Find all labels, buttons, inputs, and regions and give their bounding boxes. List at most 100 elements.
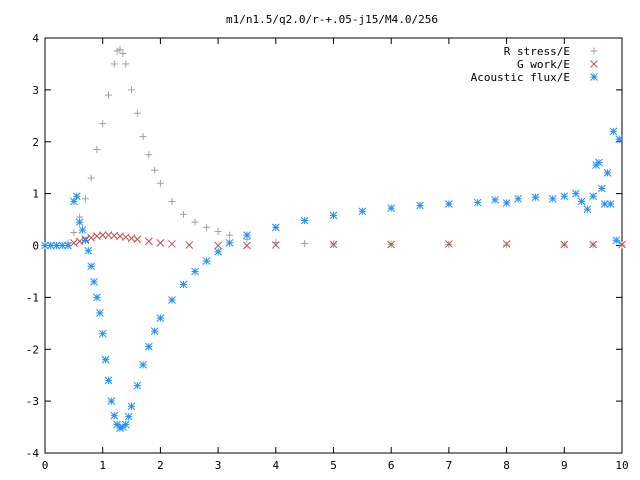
point-2-3 (58, 241, 67, 250)
legend-label-2: Acoustic flux/E (471, 71, 570, 84)
point-1-22 (502, 240, 511, 248)
series-1 (69, 231, 626, 250)
point-0-20 (156, 179, 164, 187)
point-2-59 (600, 200, 609, 208)
point-0-9 (104, 91, 112, 99)
point-2-63 (612, 236, 621, 245)
point-2-27 (139, 360, 147, 369)
point-2-55 (589, 192, 598, 201)
point-2-54 (583, 205, 592, 214)
point-2-10 (84, 246, 93, 255)
point-1-24 (589, 240, 598, 249)
y-tick-label: -4 (26, 447, 40, 460)
point-2-17 (104, 376, 113, 385)
y-tick-label: 4 (32, 32, 39, 45)
point-2-64 (615, 135, 623, 144)
legend-label-0: R stress/E (504, 45, 570, 58)
point-0-7 (93, 146, 101, 154)
x-tick-label: 5 (330, 459, 337, 472)
point-2-40 (329, 211, 338, 220)
point-1-23 (560, 240, 569, 249)
point-2-49 (531, 193, 540, 202)
point-0-23 (191, 218, 199, 226)
point-2-1 (46, 241, 55, 250)
point-2-52 (571, 189, 580, 198)
point-2-39 (300, 216, 309, 225)
point-0-5 (81, 195, 89, 203)
point-0-33 (503, 241, 511, 249)
x-tick-6: 6 (388, 38, 395, 472)
y-tick-label: -1 (26, 291, 39, 304)
point-0-8 (99, 120, 107, 128)
series-layer (41, 45, 626, 432)
point-2-37 (243, 231, 251, 239)
point-1-20 (387, 240, 396, 249)
x-tick-label: 8 (503, 459, 510, 472)
point-2-48 (514, 194, 522, 203)
point-2-15 (98, 329, 107, 338)
point-2-26 (133, 381, 142, 390)
point-0-16 (133, 109, 141, 117)
legend-marker-1 (590, 60, 598, 68)
point-2-7 (75, 218, 84, 227)
point-2-14 (95, 309, 104, 317)
point-0-14 (122, 60, 130, 68)
point-0-15 (128, 86, 136, 94)
point-1-18 (271, 241, 280, 249)
point-1-5 (98, 231, 107, 239)
y-tick-5: 1 (32, 188, 622, 201)
point-1-19 (329, 240, 338, 249)
y-tick-1: -3 (26, 395, 622, 408)
point-2-44 (445, 200, 453, 208)
point-0-18 (145, 151, 153, 159)
point-2-50 (548, 194, 557, 203)
point-1-15 (185, 241, 194, 249)
legend-marker-0 (590, 47, 598, 55)
point-0-6 (87, 174, 95, 182)
x-tick-label: 2 (157, 459, 164, 472)
x-tick-label: 7 (446, 459, 453, 472)
point-2-41 (358, 207, 367, 216)
x-tick-2: 2 (157, 38, 164, 472)
x-tick-5: 5 (330, 38, 337, 472)
legend-label-1: G work/E (517, 58, 570, 71)
point-0-29 (301, 239, 309, 247)
legend-marker-2 (590, 73, 598, 81)
point-2-53 (577, 197, 586, 206)
x-tick-0: 0 (42, 38, 48, 472)
point-2-45 (473, 198, 482, 207)
y-tick-0: -4 (26, 447, 622, 460)
y-tick-3: -1 (26, 291, 622, 304)
point-2-43 (416, 201, 424, 210)
y-tick-label: -2 (26, 343, 39, 356)
point-2-12 (90, 277, 98, 286)
point-2-58 (597, 184, 606, 193)
point-2-9 (81, 236, 90, 245)
point-2-46 (491, 195, 499, 204)
point-0-3 (70, 229, 78, 237)
point-2-51 (560, 192, 569, 201)
y-tick-label: 0 (32, 240, 39, 253)
point-1-21 (445, 240, 453, 248)
point-2-31 (168, 296, 176, 304)
x-tick-label: 10 (615, 459, 628, 472)
point-2-4 (64, 241, 72, 250)
point-2-28 (145, 342, 153, 351)
point-2-24 (124, 412, 133, 421)
x-tick-3: 3 (215, 38, 221, 472)
x-tick-9: 9 (561, 38, 568, 472)
chart-title: m1/n1.5/q2.0/r-+.05-j15/M4.0/256 (226, 13, 438, 26)
y-tick-8: 4 (32, 32, 622, 45)
y-tick-label: 3 (32, 84, 39, 97)
point-0-13 (119, 50, 127, 58)
point-0-19 (151, 166, 159, 174)
point-0-10 (110, 60, 118, 68)
ticks-layer: 0 1 2 3 4 5 6 7 8 9 10 -4 -3 -2 -1 0 1 2 3 4 (26, 32, 629, 472)
point-1-12 (145, 237, 153, 246)
x-tick-label: 4 (272, 459, 279, 472)
point-2-23 (121, 420, 130, 429)
point-2-62 (609, 127, 618, 136)
point-1-11 (133, 235, 142, 244)
